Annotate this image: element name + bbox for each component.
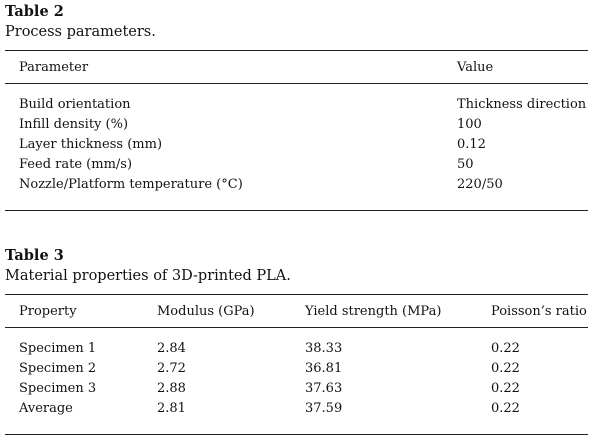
table-cell: Nozzle/Platform temperature (°C) [19,176,243,192]
table-cell: 220/50 [457,176,503,192]
table-cell: Thickness direction [457,96,587,112]
table-cell: 0.22 [491,380,520,396]
table-header-row: Parameter Value [5,50,588,84]
table-header-row: Property Modulus (GPa) Yield strength (M… [5,294,588,328]
process-parameters-table: Parameter Value Build orientation Thickn… [5,50,588,211]
table-row: Layer thickness (mm) 0.12 [5,134,588,154]
material-properties-table: Property Modulus (GPa) Yield strength (M… [5,294,588,435]
table-cell: Feed rate (mm/s) [19,156,133,172]
table-row: Specimen 2 2.72 36.81 0.22 [5,358,588,378]
table-cell: Average [19,400,73,416]
table-title: Table 3 [5,247,64,264]
table-3-block: Table 3 Material properties of 3D-printe… [5,244,588,435]
table-cell: 37.59 [305,400,343,416]
column-header-poissons-ratio: Poisson’s ratio [491,303,587,319]
table-cell: 36.81 [305,360,343,376]
table-cell: Specimen 3 [19,380,97,396]
table-cell: 0.22 [491,360,520,376]
table-cell: Specimen 1 [19,340,97,356]
table-row: Build orientation Thickness direction [5,84,588,115]
table-row: Feed rate (mm/s) 50 [5,154,588,174]
table-row: Nozzle/Platform temperature (°C) 220/50 [5,174,588,211]
column-header-property: Property [19,303,77,319]
table-title: Table 2 [5,3,64,20]
column-header-modulus: Modulus (GPa) [157,303,255,319]
table-cell: Layer thickness (mm) [19,136,163,152]
table-cell: 2.84 [157,340,186,356]
table-cell: 2.72 [157,360,186,376]
table-cell: Specimen 2 [19,360,97,376]
column-header-parameter: Parameter [19,59,89,75]
table-row: Specimen 1 2.84 38.33 0.22 [5,328,588,359]
table-cell: Build orientation [19,96,131,112]
table-caption: Process parameters. [5,24,156,40]
table-caption: Material properties of 3D-printed PLA. [5,268,291,284]
table-cell: 37.63 [305,380,343,396]
table-cell: 0.22 [491,400,520,416]
column-header-value: Value [457,59,494,75]
table-cell: 0.22 [491,340,520,356]
table-2-block: Table 2 Process parameters. Parameter Va… [5,0,588,211]
table-cell: 2.88 [157,380,186,396]
table-cell: 38.33 [305,340,343,356]
column-header-yield-strength: Yield strength (MPa) [305,303,442,319]
table-cell: 0.12 [457,136,486,152]
table-cell: Infill density (%) [19,116,129,132]
table-row: Specimen 3 2.88 37.63 0.22 [5,378,588,398]
table-cell: 2.81 [157,400,186,416]
table-cell: 100 [457,116,482,132]
table-row: Infill density (%) 100 [5,114,588,134]
table-row: Average 2.81 37.59 0.22 [5,398,588,435]
table-cell: 50 [457,156,474,172]
